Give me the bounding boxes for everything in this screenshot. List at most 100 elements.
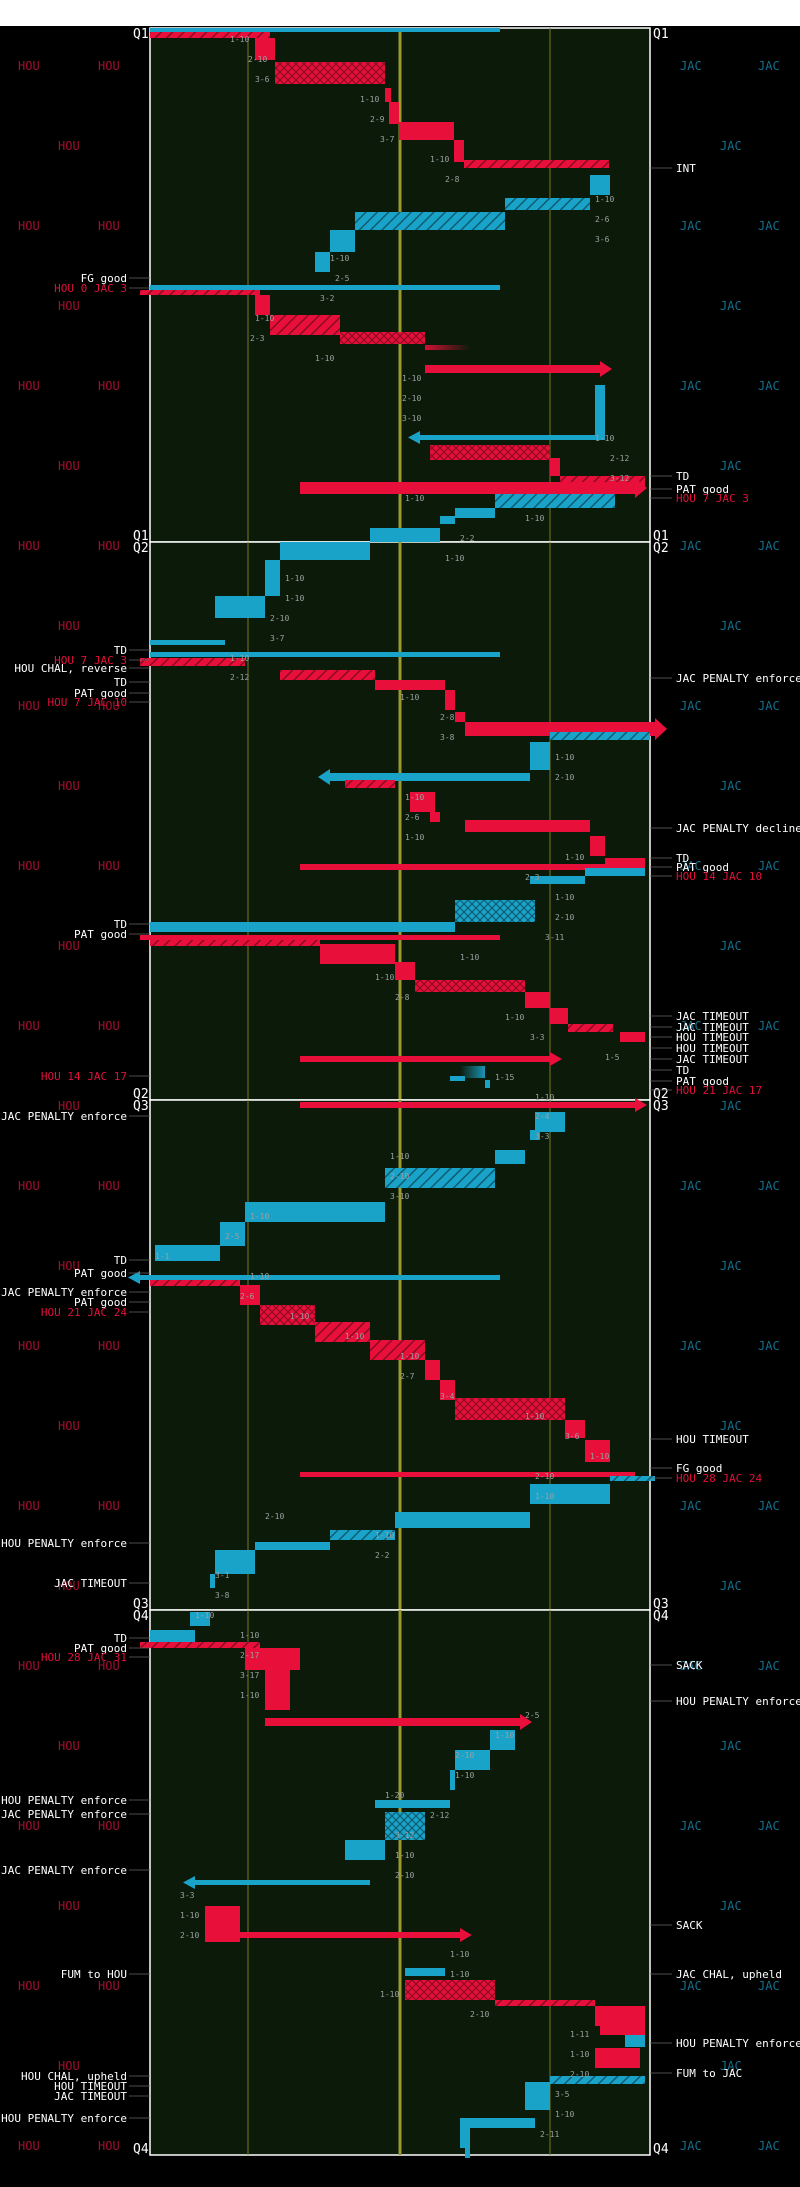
- play-bar: [140, 1642, 260, 1648]
- play-bar: [430, 812, 440, 822]
- play-bar: [300, 1102, 635, 1108]
- hou-side-label: HOU: [98, 1339, 120, 1353]
- jac-side-label: JAC: [720, 1739, 742, 1753]
- down-distance-label: 1-10: [565, 853, 584, 862]
- play-bar: [595, 2006, 645, 2026]
- down-distance-label: 1-10: [430, 155, 449, 164]
- hou-side-label: HOU: [58, 1899, 80, 1913]
- play-bar: [265, 1690, 290, 1710]
- play-bar: [150, 28, 500, 32]
- play-bar: [155, 1245, 220, 1261]
- play-bar: [550, 2076, 645, 2084]
- down-distance-label: 1-10: [255, 314, 274, 323]
- play-bar: [340, 332, 425, 344]
- quarter-label-left: Q1: [133, 27, 149, 42]
- down-distance-label: 1-10: [405, 494, 424, 503]
- annotation-pat-l2: PAT good: [74, 687, 127, 700]
- play-bar: [405, 1968, 445, 1976]
- down-distance-label: 3-3: [535, 1132, 550, 1141]
- down-distance-label: 3-11: [545, 933, 564, 942]
- play-bar: [450, 1076, 465, 1081]
- down-distance-label: 1-10: [455, 1771, 474, 1780]
- play-bar: [465, 2148, 470, 2158]
- down-distance-label: 2-6: [405, 813, 420, 822]
- play-bar: [355, 212, 505, 230]
- down-distance-label: 1-10: [285, 574, 304, 583]
- play-bar: [455, 1398, 565, 1420]
- play-arrow-head: [128, 1271, 140, 1284]
- down-distance-label: 1-10: [230, 654, 249, 663]
- hou-side-label: HOU: [58, 139, 80, 153]
- down-distance-label: 3-4: [440, 1392, 455, 1401]
- down-distance-label: 1-10: [595, 434, 614, 443]
- play-bar: [535, 1112, 565, 1132]
- jac-side-label: JAC: [758, 1819, 780, 1833]
- hou-side-label: HOU: [98, 379, 120, 393]
- play-bar: [245, 1202, 385, 1222]
- down-distance-label: 2-10: [390, 1172, 409, 1181]
- annotation-score-q2a: HOU 14 JAC 10: [676, 870, 762, 883]
- annotation-hou-pen-enf-1: HOU PENALTY enforce: [676, 1695, 800, 1708]
- play-bar: [150, 285, 500, 290]
- down-distance-label: 2-17: [240, 1651, 259, 1660]
- hou-side-label: HOU: [18, 1499, 40, 1513]
- jac-side-label: JAC: [680, 1019, 702, 1033]
- down-distance-label: 2-3: [525, 873, 540, 882]
- jac-side-label: JAC: [720, 1099, 742, 1113]
- play-bar: [205, 1906, 240, 1922]
- down-distance-label: 2-6: [240, 1292, 255, 1301]
- play-bar: [315, 1322, 370, 1342]
- hou-side-label: HOU: [58, 1099, 80, 1113]
- play-bar: [525, 992, 550, 1008]
- down-distance-label: 1-11: [570, 2030, 589, 2039]
- down-distance-label: 1-10: [535, 1492, 554, 1501]
- quarter-label-right: Q3: [653, 1099, 669, 1114]
- quarter-label-left: Q2: [133, 541, 149, 556]
- jac-side-label: JAC: [680, 59, 702, 73]
- hou-side-label: HOU: [58, 459, 80, 473]
- down-distance-label: 1-10: [250, 1272, 269, 1281]
- down-distance-label: 2-5: [335, 274, 350, 283]
- play-bar: [460, 1066, 485, 1078]
- down-distance-label: 3-2: [320, 294, 335, 303]
- quarter-label-left-end: Q4: [133, 2142, 149, 2157]
- annotation-score-l1: HOU 0 JAC 3: [54, 282, 127, 295]
- down-distance-label: 1-10: [390, 1152, 409, 1161]
- play-bar: [525, 2082, 550, 2110]
- jac-side-label: JAC: [680, 1499, 702, 1513]
- play-bar: [330, 230, 355, 252]
- down-distance-label: 1-10: [345, 1332, 364, 1341]
- play-bar: [530, 1484, 610, 1504]
- play-bar: [345, 1840, 385, 1860]
- hou-side-label: HOU: [58, 1259, 80, 1273]
- play-bars: [128, 28, 667, 2158]
- play-bar: [485, 1080, 490, 1088]
- down-distance-label: 1-10: [240, 1631, 259, 1640]
- play-bar: [300, 482, 635, 494]
- quarter-label-right-end: Q1: [653, 529, 669, 544]
- play-bar: [568, 1024, 613, 1032]
- annotation-hou-pen-l3: HOU PENALTY enforce: [1, 2112, 127, 2125]
- down-distance-label: 2-2: [375, 1551, 390, 1560]
- play-bar: [425, 345, 470, 350]
- jac-side-label: JAC: [758, 1019, 780, 1033]
- play-arrow-head: [183, 1876, 195, 1889]
- play-bar: [460, 2128, 470, 2148]
- play-bar: [455, 900, 535, 922]
- annotation-pat-q2a: PAT good: [676, 861, 729, 874]
- down-distance-label: 1-10: [505, 1013, 524, 1022]
- annotation-score-q1: HOU 7 JAC 3: [676, 492, 749, 505]
- down-distance-label: 1-10: [360, 95, 379, 104]
- jac-side-label: JAC: [758, 1179, 780, 1193]
- jac-side-label: JAC: [720, 1899, 742, 1913]
- hou-side-label: HOU: [98, 59, 120, 73]
- down-distance-label: 1-10: [380, 1990, 399, 1999]
- play-bar: [565, 1420, 585, 1438]
- play-bar: [140, 290, 260, 295]
- play-bar: [345, 780, 395, 788]
- annotation-pat-q2b: PAT good: [676, 1075, 729, 1088]
- annotation-jac-pen-l3: JAC PENALTY enforce: [1, 1808, 127, 1821]
- play-bar: [300, 1472, 635, 1477]
- down-distance-label: 1-10: [330, 254, 349, 263]
- down-distance-label: 2-8: [440, 713, 455, 722]
